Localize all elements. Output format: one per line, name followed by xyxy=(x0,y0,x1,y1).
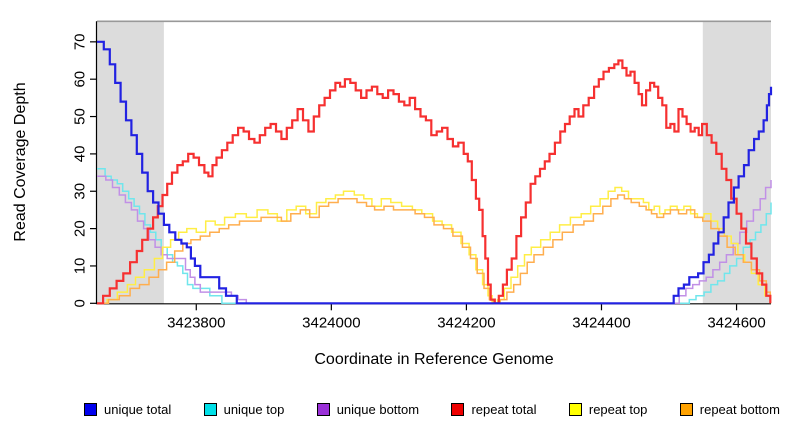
y-tick-label: 60 xyxy=(72,71,89,88)
legend-swatch-repeat-total xyxy=(451,402,465,416)
series-repeat-bottom-line xyxy=(97,194,772,305)
x-tick-label: 3424200 xyxy=(437,314,495,331)
x-tick-label: 3424000 xyxy=(302,314,360,331)
x-tick-label: 3424600 xyxy=(707,314,765,331)
legend-label: unique top xyxy=(223,401,285,417)
legend-swatch-repeat-bottom xyxy=(679,402,693,416)
series-repeat-total-line xyxy=(97,59,772,305)
x-tick-label: 3424400 xyxy=(572,314,630,331)
y-axis-title: Read Coverage Depth xyxy=(12,82,29,242)
x-axis-title: Coordinate in Reference Genome xyxy=(314,351,554,368)
y-tick-label: 0 xyxy=(72,299,89,307)
series-unique-total-line xyxy=(97,40,773,305)
legend-swatch-repeat-top xyxy=(568,402,582,416)
y-tick-label: 10 xyxy=(72,258,89,275)
legend-label: unique bottom xyxy=(336,401,420,417)
shaded-region xyxy=(97,21,164,305)
y-tick-label: 70 xyxy=(72,33,89,50)
legend-label: unique total xyxy=(104,401,172,417)
y-tick-label: 50 xyxy=(72,108,89,125)
legend-item-repeat-bottom: repeat bottom xyxy=(679,401,780,417)
legend-item-unique-bottom: unique bottom xyxy=(316,401,420,417)
legend-item-unique-total: unique total xyxy=(84,402,171,417)
legend-swatch-unique-top xyxy=(203,402,217,416)
y-tick-label: 20 xyxy=(72,220,89,237)
legend-swatch-unique-bottom xyxy=(316,402,330,416)
legend: unique total unique top unique bottom repea… xyxy=(84,398,780,420)
series-repeat-top-line xyxy=(97,186,772,305)
shaded-region xyxy=(702,21,771,305)
series-unique-top-line xyxy=(97,168,772,305)
y-tick-label: 30 xyxy=(72,183,89,200)
legend-label: repeat bottom xyxy=(699,401,780,417)
y-tick-label: 40 xyxy=(72,146,89,163)
legend-label: repeat total xyxy=(471,401,537,417)
legend-label: repeat top xyxy=(588,401,648,417)
legend-item-unique-top: unique top xyxy=(203,401,285,417)
legend-swatch-unique-total xyxy=(84,402,97,416)
legend-item-repeat-top: repeat top xyxy=(568,401,648,417)
legend-item-repeat-total: repeat total xyxy=(451,401,537,417)
x-tick-label: 3423800 xyxy=(167,314,225,331)
